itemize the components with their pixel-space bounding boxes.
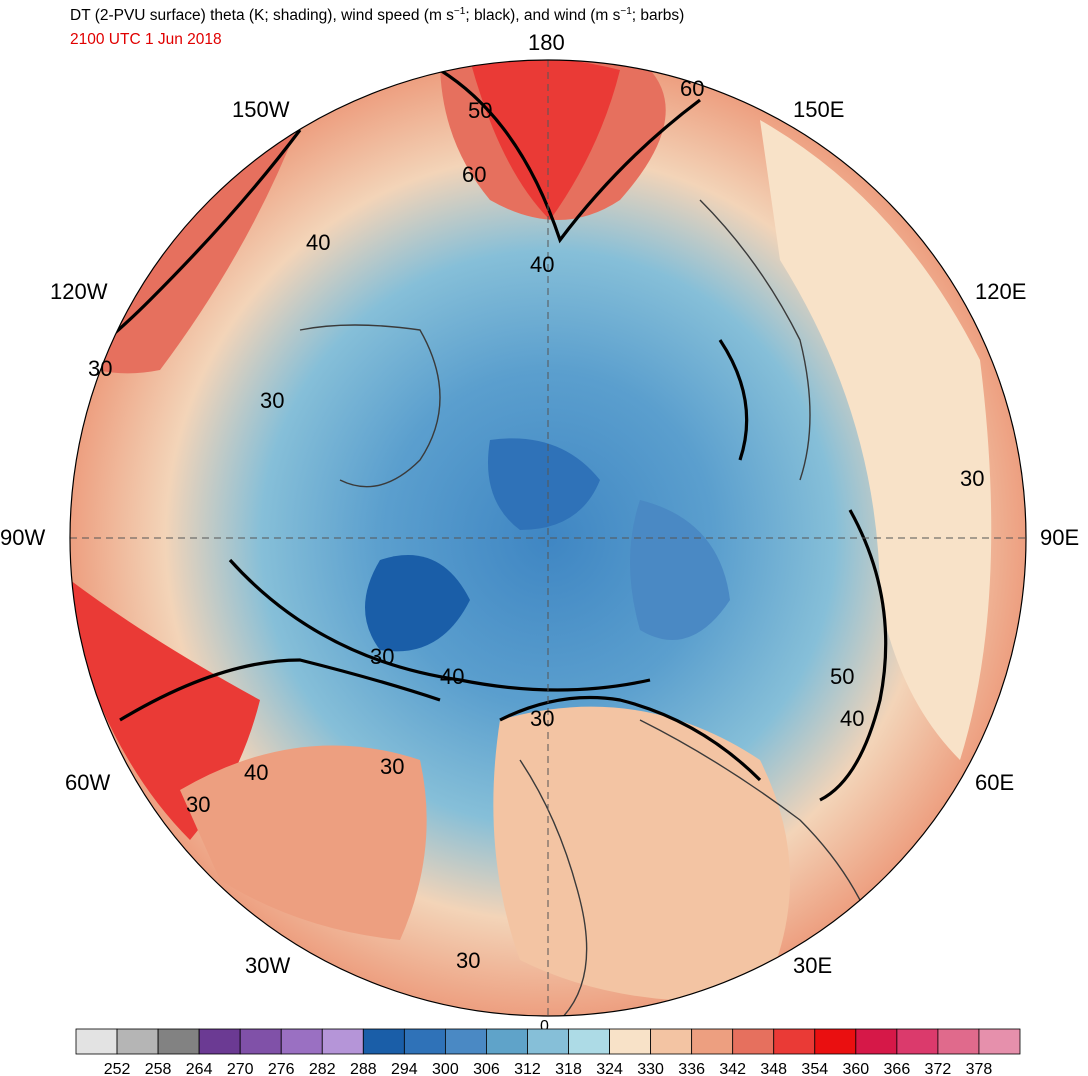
longitude-label-60e: 60E [975,770,1015,795]
colorbar-tick-label: 270 [227,1061,254,1076]
jet-contour [439,68,701,244]
warm-core-pacific [470,60,620,220]
colorbar-swatch [321,1028,364,1055]
cool-region-europe [493,706,790,1002]
longitude-label-150w: 150W [232,97,290,122]
colorbar-swatch [568,1028,610,1055]
colorbar-swatch [978,1028,1021,1055]
colorbar-swatch [527,1028,569,1055]
contour-label: 60 [680,76,704,101]
valid-time-label: 2100 UTC 1 Jun 2018 [70,31,222,48]
contour-label: 30 [370,644,394,669]
colorbar-tick-label: 378 [966,1061,993,1076]
colorbar-swatch [116,1028,159,1055]
jet-contour [718,339,749,461]
longitude-label-180: 180 [528,30,565,55]
colorbar-tick-label: 312 [514,1061,541,1076]
contour-label: 50 [468,98,492,123]
contour-label: 30 [456,948,480,973]
colorbar-tick-label: 366 [884,1061,911,1076]
contour-label: 40 [306,230,330,255]
colorbar-labels: 252 258 264 270 276 282 288 294 300 306 312 318 324 3… [104,1061,993,1076]
colorbar-swatch [198,1028,241,1055]
contour-label: 50 [830,664,854,689]
colorbar-tick-label: 372 [925,1061,952,1076]
colorbar-tick-label: 354 [801,1061,828,1076]
colorbar-swatch [486,1028,528,1055]
contour-label: 30 [380,754,404,779]
coastline [519,759,588,1016]
colorbar-tick-label: 264 [186,1061,213,1076]
jet-contour [499,695,762,782]
contour-label: 40 [440,664,464,689]
colorbar-tick-label: 258 [145,1061,172,1076]
contour-label: 40 [530,252,554,277]
colorbar-tick-label: 324 [596,1061,623,1076]
coastline [699,199,811,481]
colorbar-swatch [814,1028,857,1055]
map-boundary [69,59,1027,1017]
warm-region-asia [760,120,992,760]
colorbar-tick-label: 330 [637,1061,664,1076]
colorbar-tick-label: 342 [719,1061,746,1076]
colorbar-tick-label: 282 [309,1061,336,1076]
longitude-label-30w: 30W [245,953,291,978]
colorbar-boxes [75,1028,1021,1055]
contour-label: 40 [840,706,864,731]
contour-label: 30 [530,706,554,731]
colorbar-swatch [403,1028,446,1055]
colorbar-swatch [157,1028,200,1055]
colorbar-swatch [362,1028,405,1055]
colorbar-tick-label: 300 [432,1061,459,1076]
contour-label: 30 [88,356,112,381]
colorbar-swatch [609,1028,652,1055]
graticule [70,60,1026,1016]
colorbar-tick-label: 294 [391,1061,418,1076]
longitude-label-90w: 90W [0,525,46,550]
cold-core-central [365,555,470,652]
cold-region-arctic [488,438,600,530]
colorbar-tick-label: 276 [268,1061,295,1076]
colorbar-swatch [937,1028,980,1055]
colorbar-tick-label: 318 [555,1061,582,1076]
colorbar-swatch [239,1028,282,1055]
contour-label: 30 [186,792,210,817]
figure-title: DT (2-PVU surface) theta (K; shading), w… [70,6,685,25]
contour-label: 40 [244,760,268,785]
longitude-label-30e: 30E [793,953,833,978]
jet-contour [228,558,651,692]
longitude-label-60w: 60W [65,770,111,795]
colorbar-swatch [650,1028,693,1055]
colorbar-tick-label: 348 [760,1061,787,1076]
longitude-label-90e: 90E [1040,525,1080,550]
colorbar-tick-label: 336 [678,1061,705,1076]
colorbar-swatch [855,1028,898,1055]
contour-label: 30 [960,466,984,491]
colorbar-swatch [444,1028,487,1055]
jet-contour [119,658,441,722]
colorbar-swatch [691,1028,734,1055]
jet-contour [819,509,888,802]
colorbar-swatch [896,1028,939,1055]
colorbar-swatch [75,1028,118,1055]
colorbar-swatch [773,1028,816,1055]
colorbar-swatch [732,1028,775,1055]
cool-region-north-atlantic [180,745,427,940]
longitude-label-120e: 120E [975,279,1027,304]
colorbar-tick-label: 288 [350,1061,377,1076]
contour-label: 30 [260,388,284,413]
longitude-label-120w: 120W [50,279,108,304]
colorbar-tick-label: 252 [104,1061,131,1076]
colorbar-tick-label: 306 [473,1061,500,1076]
contour-labels: 30 40 50 60 30 40 30 50 40 30 40 30 30 4… [88,76,984,973]
colorbar-tick-label: 360 [842,1061,869,1076]
longitude-label-0: 0 [540,1018,549,1035]
colorbar-swatch [280,1028,323,1055]
cold-region-siberia [630,500,730,640]
contour-label: 60 [462,162,486,187]
coastline [299,324,441,488]
longitude-label-150e: 150E [793,97,845,122]
